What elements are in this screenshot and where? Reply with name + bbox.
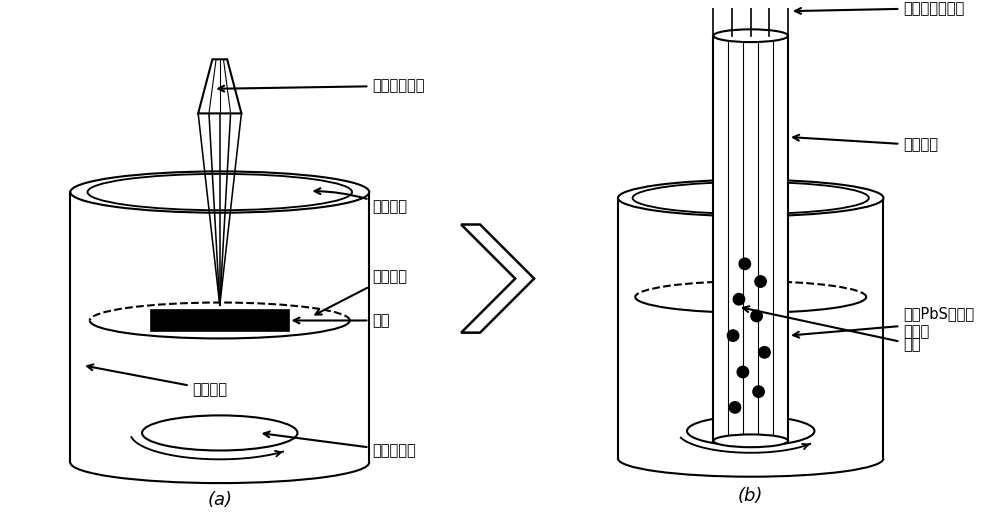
Polygon shape [461,225,534,333]
Ellipse shape [713,29,788,42]
Ellipse shape [90,303,350,339]
Text: 十二硫醇: 十二硫醇 [87,365,227,397]
Ellipse shape [70,171,369,213]
Circle shape [753,386,764,398]
Text: 石英试管: 石英试管 [793,135,938,153]
Ellipse shape [88,174,352,210]
Text: (b): (b) [738,487,763,505]
Circle shape [733,294,745,305]
Circle shape [729,402,741,413]
Ellipse shape [713,435,788,447]
Circle shape [755,276,766,287]
Circle shape [751,310,762,322]
Ellipse shape [635,281,866,313]
Circle shape [727,330,739,341]
Text: 水浴: 水浴 [743,306,921,352]
Ellipse shape [633,182,869,214]
Circle shape [739,258,751,270]
Circle shape [737,366,749,378]
Ellipse shape [687,416,814,446]
Circle shape [759,347,770,358]
Polygon shape [151,310,289,331]
Polygon shape [70,192,369,463]
Ellipse shape [142,416,297,450]
Polygon shape [618,198,883,458]
Text: 靶材支架: 靶材支架 [315,269,407,315]
Polygon shape [198,59,241,113]
Text: 初始PbS纳米晶
悬浮液: 初始PbS纳米晶 悬浮液 [793,307,974,339]
Text: 玻璃烧杯: 玻璃烧杯 [315,188,407,214]
Text: 磁力搅拌子: 磁力搅拌子 [264,431,416,458]
Text: 聚焦毫秒激光: 聚焦毫秒激光 [218,78,425,93]
Ellipse shape [618,180,883,216]
Polygon shape [713,36,788,441]
Text: (a): (a) [207,491,232,509]
Text: 未聚焦毫秒激光: 未聚焦毫秒激光 [795,1,964,16]
Text: 铅靶: 铅靶 [294,313,390,328]
